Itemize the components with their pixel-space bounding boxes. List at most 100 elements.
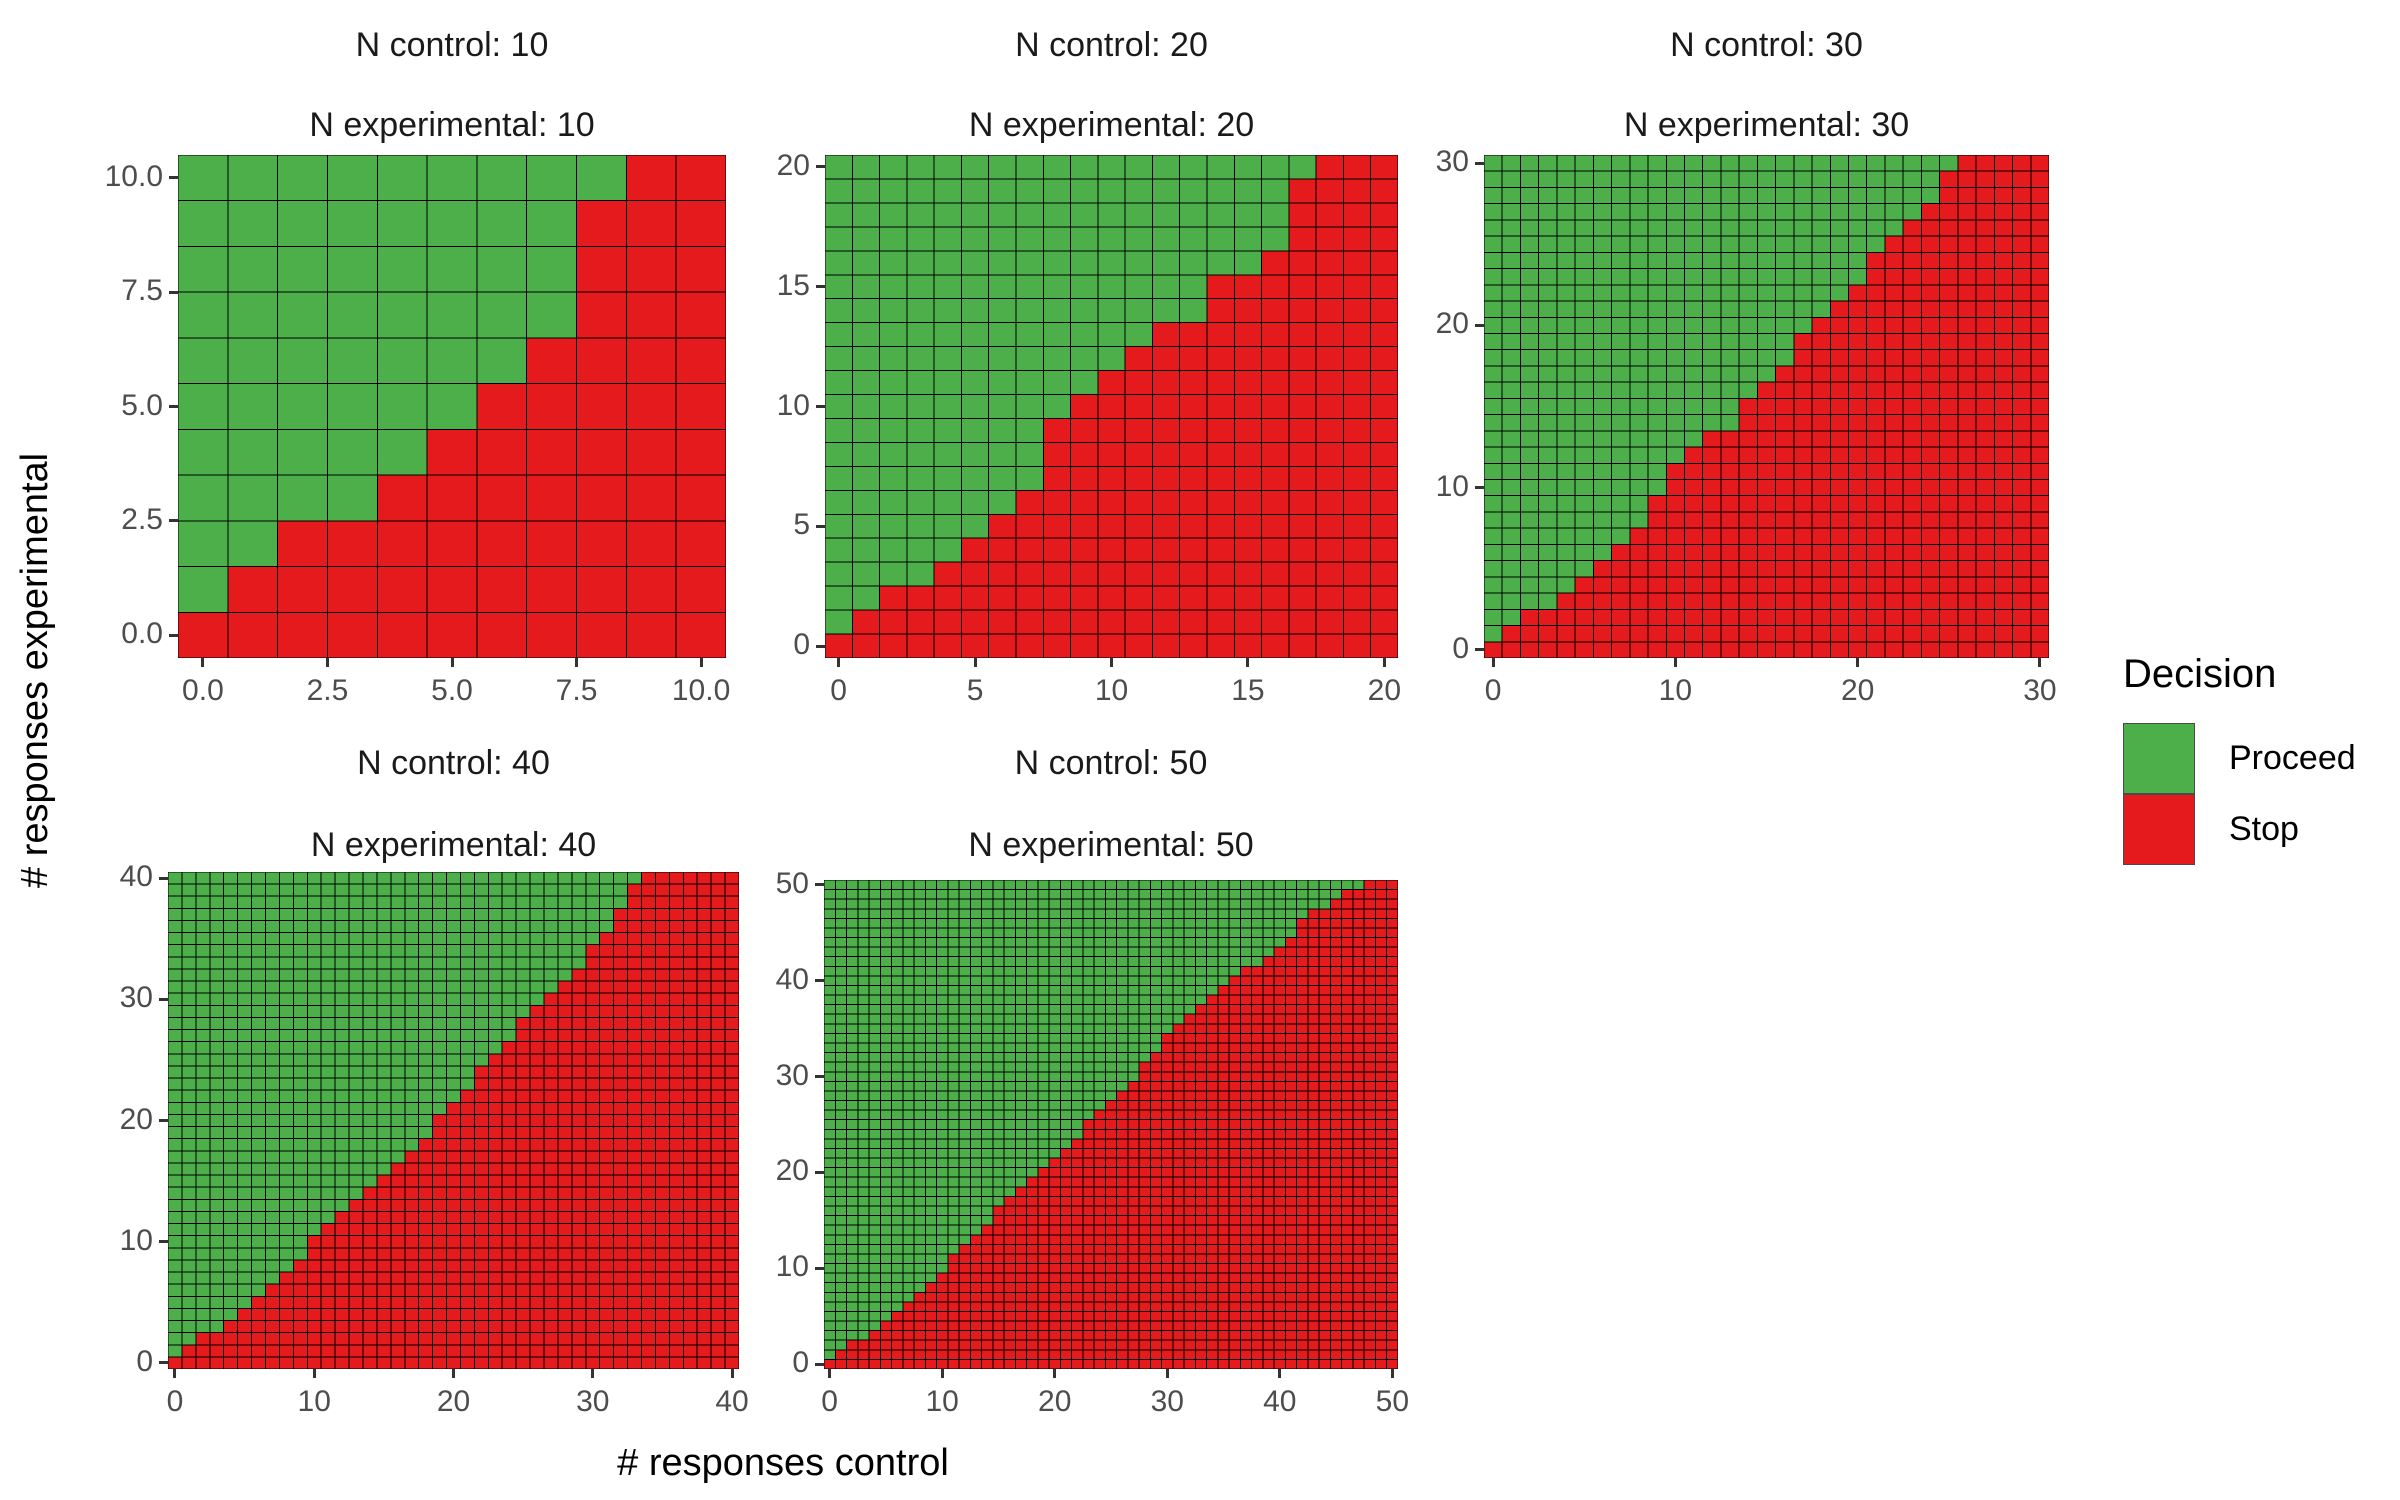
proceed-cell <box>321 1127 335 1139</box>
proceed-cell <box>869 1168 880 1178</box>
stop-cell <box>1976 431 1994 447</box>
stop-cell <box>1371 562 1398 586</box>
stop-cell <box>1098 371 1125 395</box>
proceed-cell <box>937 1158 948 1168</box>
proceed-cell <box>1162 890 1173 900</box>
stop-cell <box>460 1308 474 1320</box>
proceed-cell <box>447 1017 461 1029</box>
proceed-cell <box>880 1072 891 1082</box>
proceed-cell <box>168 896 182 908</box>
proceed-cell <box>1173 899 1184 909</box>
proceed-cell <box>238 1030 252 1042</box>
stop-cell <box>669 933 683 945</box>
stop-cell <box>460 1321 474 1333</box>
proceed-cell <box>852 275 879 299</box>
stop-cell <box>948 1292 959 1302</box>
stop-cell <box>1903 415 1921 431</box>
stop-cell <box>1125 418 1152 442</box>
stop-cell <box>2031 398 2049 414</box>
proceed-cell <box>1083 1072 1094 1082</box>
proceed-cell <box>405 945 419 957</box>
stop-cell <box>628 1211 642 1223</box>
facet-strip-experimental: N experimental: 40 <box>310 826 597 864</box>
proceed-cell <box>488 1030 502 1042</box>
stop-cell <box>474 1102 488 1114</box>
stop-cell <box>1994 333 2012 349</box>
proceed-cell <box>925 985 936 995</box>
proceed-cell <box>1027 995 1038 1005</box>
stop-cell <box>959 1292 970 1302</box>
proceed-cell <box>168 908 182 920</box>
proceed-cell <box>1575 187 1593 203</box>
stop-cell <box>948 1302 959 1312</box>
stop-cell <box>1094 1264 1105 1274</box>
proceed-cell <box>321 933 335 945</box>
proceed-cell <box>252 1127 266 1139</box>
proceed-cell <box>182 1127 196 1139</box>
stop-cell <box>474 1308 488 1320</box>
stop-cell <box>725 1284 739 1296</box>
proceed-cell <box>1684 155 1702 171</box>
stop-cell <box>1703 528 1721 544</box>
proceed-cell <box>1648 252 1666 268</box>
stop-cell <box>1128 1101 1139 1111</box>
proceed-cell <box>196 981 210 993</box>
proceed-cell <box>1015 1033 1026 1043</box>
proceed-cell <box>1630 382 1648 398</box>
proceed-cell <box>224 1272 238 1284</box>
stop-cell <box>349 1357 363 1369</box>
stop-cell <box>577 521 627 567</box>
proceed-cell <box>1757 317 1775 333</box>
proceed-cell <box>970 1120 981 1130</box>
stop-cell <box>1072 1340 1083 1350</box>
proceed-cell <box>1038 880 1049 890</box>
stop-cell <box>1940 609 1958 625</box>
stop-cell <box>1049 1264 1060 1274</box>
proceed-cell <box>1184 976 1195 986</box>
proceed-cell <box>1484 301 1502 317</box>
facet-strip-control: N control: 50 <box>1014 744 1208 782</box>
proceed-cell <box>238 1163 252 1175</box>
proceed-cell <box>1060 1033 1071 1043</box>
proceed-cell <box>914 1148 925 1158</box>
stop-cell <box>1152 538 1179 562</box>
proceed-cell <box>959 1120 970 1130</box>
stop-cell <box>892 1359 903 1369</box>
stop-cell <box>572 1151 586 1163</box>
proceed-cell <box>852 490 879 514</box>
proceed-cell <box>1027 928 1038 938</box>
stop-cell <box>1094 1129 1105 1139</box>
proceed-cell <box>1139 1005 1150 1015</box>
stop-cell <box>1830 350 1848 366</box>
proceed-cell <box>238 908 252 920</box>
stop-cell <box>1903 236 1921 252</box>
proceed-cell <box>1520 269 1538 285</box>
stop-cell <box>293 1321 307 1333</box>
proceed-cell <box>903 1235 914 1245</box>
stop-cell <box>474 1296 488 1308</box>
stop-cell <box>993 1216 1004 1226</box>
proceed-cell <box>433 1030 447 1042</box>
proceed-cell <box>1648 269 1666 285</box>
proceed-cell <box>1539 269 1557 285</box>
stop-cell <box>642 1017 656 1029</box>
proceed-cell <box>847 938 858 948</box>
proceed-cell <box>405 908 419 920</box>
stop-cell <box>377 1187 391 1199</box>
proceed-cell <box>1739 350 1757 366</box>
stop-cell <box>655 1017 669 1029</box>
proceed-cell <box>970 995 981 1005</box>
stop-cell <box>1903 577 1921 593</box>
proceed-cell <box>959 1158 970 1168</box>
proceed-cell <box>948 890 959 900</box>
proceed-cell <box>835 1129 846 1139</box>
proceed-cell <box>825 203 852 227</box>
stop-cell <box>377 475 427 521</box>
proceed-cell <box>1539 415 1557 431</box>
proceed-cell <box>405 1139 419 1151</box>
stop-cell <box>2031 285 2049 301</box>
stop-cell <box>1150 1273 1161 1283</box>
stop-cell <box>1117 1283 1128 1293</box>
proceed-cell <box>858 966 869 976</box>
proceed-cell <box>1027 966 1038 976</box>
